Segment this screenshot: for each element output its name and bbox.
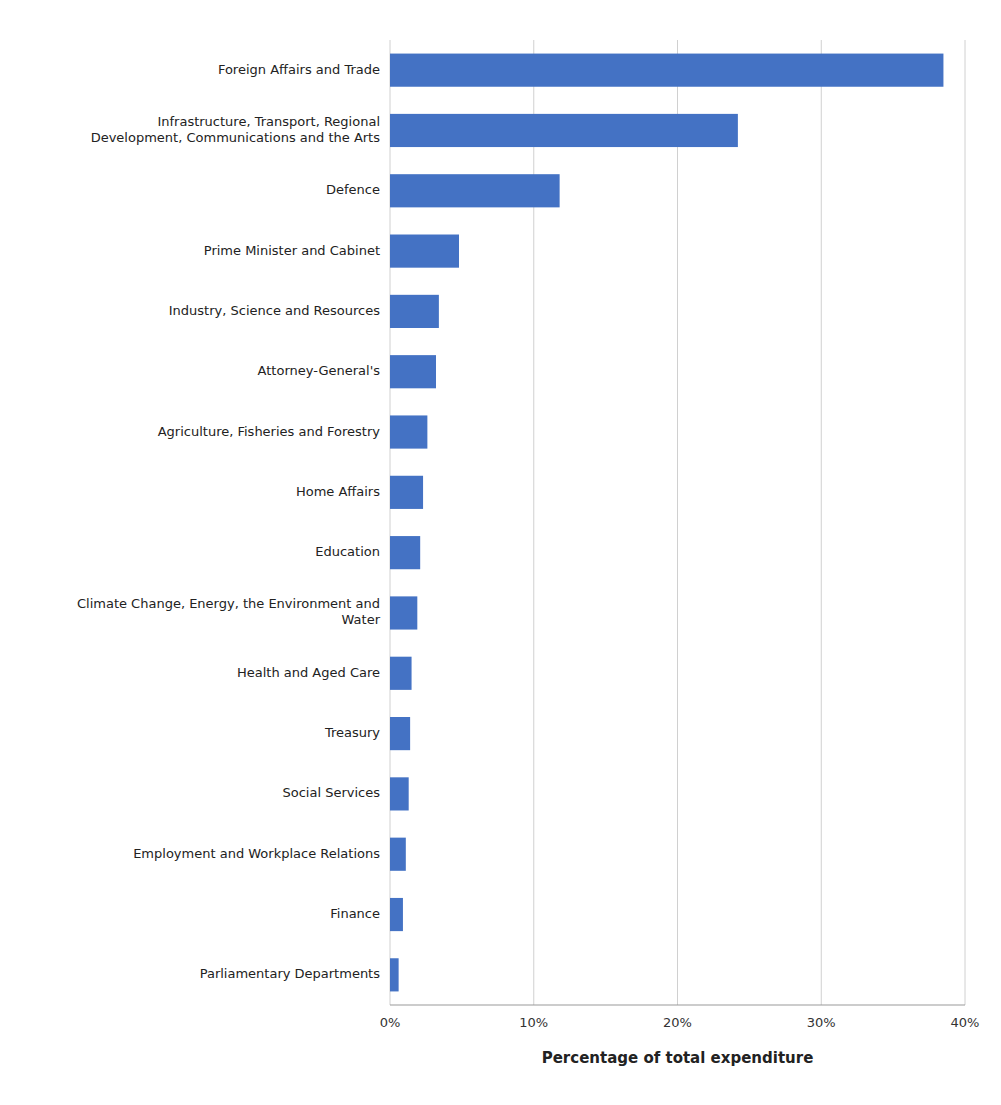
grid [390,40,965,1005]
category-label: Agriculture, Fisheries and Forestry [158,424,381,439]
category-label-line: Industry, Science and Resources [169,303,380,318]
grid-line [965,40,966,1005]
category-label-line: Treasury [324,725,380,740]
bar [390,838,406,871]
grid-line [821,40,822,1005]
category-label: Education [315,544,380,559]
category-label-line: Health and Aged Care [237,665,380,680]
bar [390,476,423,509]
bar [390,958,399,991]
category-label-line: Prime Minister and Cabinet [204,243,380,258]
tick-label: 0% [380,1015,401,1030]
bar [390,777,409,810]
bar [390,657,412,690]
category-label: Industry, Science and Resources [169,303,380,318]
bar [390,114,738,147]
category-label: Attorney-General's [258,363,381,378]
bar [390,54,943,87]
category-label-line: Education [315,544,380,559]
category-label-line: Climate Change, Energy, the Environment … [77,596,380,611]
bar [390,717,410,750]
bar [390,355,436,388]
tick-label: 40% [951,1015,980,1030]
x-axis-label: Percentage of total expenditure [542,1049,814,1067]
category-label: Home Affairs [296,484,380,499]
category-label: Parliamentary Departments [200,966,381,981]
bar [390,536,420,569]
category-label-line: Defence [326,182,380,197]
category-label: Defence [326,182,380,197]
category-label: Prime Minister and Cabinet [204,243,380,258]
category-label: Finance [330,906,380,921]
category-label: Foreign Affairs and Trade [218,62,380,77]
chart: 0% 10% 20% 30% 40% Parliamentary Departments F… [0,0,1001,1105]
category-label: Treasury [324,725,380,740]
category-label-line: Home Affairs [296,484,380,499]
category-label-line: Infrastructure, Transport, Regional [157,114,380,129]
grid-line [677,40,678,1005]
page: {"chart_data": {"type": "bar", "orientat… [0,0,1001,1105]
chart-container: 0% 10% 20% 30% 40% Parliamentary Departments F… [0,0,1001,1105]
category-label: Health and Aged Care [237,665,380,680]
category-label-line: Social Services [283,785,381,800]
tick-label: 10% [519,1015,548,1030]
category-label-line: Development, Communications and the Arts [91,130,381,145]
bar [390,235,459,268]
category-label-line: Attorney-General's [258,363,381,378]
bar [390,898,403,931]
category-label-line: Finance [330,906,380,921]
category-label-line: Foreign Affairs and Trade [218,62,380,77]
category-label-line: Water [342,612,381,627]
category-label: Climate Change, Energy, the Environment … [77,596,381,627]
category-label-line: Parliamentary Departments [200,966,381,981]
category-label-line: Agriculture, Fisheries and Forestry [158,424,381,439]
tick-label: 20% [663,1015,692,1030]
bar [390,174,560,207]
bars [390,54,943,992]
tick-label: 30% [807,1015,836,1030]
category-label: Infrastructure, Transport, RegionalDevel… [91,114,381,145]
bar [390,295,439,328]
category-label-line: Employment and Workplace Relations [133,846,380,861]
x-axis-line [390,1005,965,1006]
category-label: Employment and Workplace Relations [133,846,380,861]
bar [390,596,417,629]
bar [390,415,427,448]
category-label: Social Services [283,785,381,800]
